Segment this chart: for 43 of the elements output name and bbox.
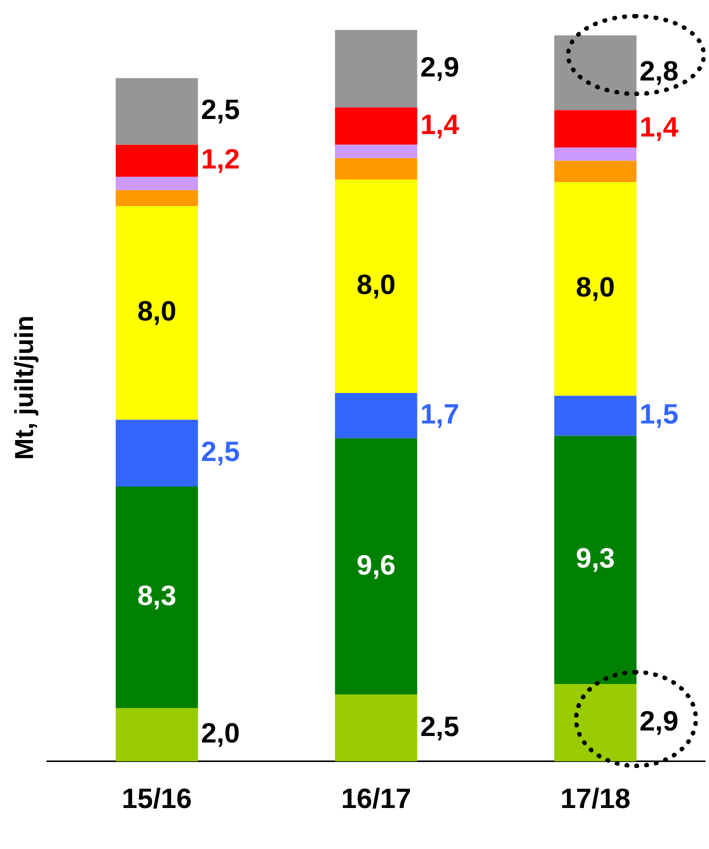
x-tick-label: 16/17	[341, 782, 412, 814]
data-label: 8,3	[137, 580, 176, 611]
data-label: 1,7	[420, 398, 460, 430]
data-label: 1,4	[420, 108, 460, 140]
bar	[334, 107, 418, 145]
data-label: 1,2	[200, 144, 240, 175]
data-label: 8,0	[137, 296, 176, 327]
bar	[116, 206, 198, 420]
data-label: 1,5	[639, 398, 678, 430]
bar	[116, 176, 198, 190]
x-tick-label: 15/16	[122, 782, 192, 814]
data-label: 2,5	[420, 710, 460, 742]
bar	[334, 144, 418, 158]
data-label: 8,0	[356, 268, 396, 300]
data-label: 1,4	[639, 112, 679, 142]
data-label: 2,5	[200, 436, 240, 467]
bar	[334, 158, 418, 180]
bar	[334, 438, 418, 695]
bar	[334, 694, 418, 762]
bar	[116, 420, 198, 486]
bar	[116, 190, 198, 206]
bar	[116, 78, 198, 145]
bar	[554, 182, 636, 396]
bar	[554, 396, 636, 436]
bar	[334, 179, 418, 394]
bar	[334, 30, 418, 108]
data-label: 9,3	[576, 542, 615, 574]
data-label: 2,8	[639, 55, 678, 86]
x-tick-label: 17/18	[560, 782, 630, 814]
bar	[554, 160, 636, 182]
data-label: 2,9	[639, 705, 678, 736]
data-label: 8,0	[576, 272, 615, 303]
data-label: 2,5	[200, 94, 240, 126]
bar	[554, 110, 636, 148]
bar	[334, 393, 418, 438]
data-label: 9,6	[356, 549, 396, 580]
bar	[116, 708, 198, 762]
bar	[554, 147, 636, 161]
bar	[116, 144, 198, 177]
data-label: 2,9	[420, 51, 460, 82]
y-axis-title: Mt, juilt/juin	[8, 315, 39, 460]
data-label: 2,0	[200, 717, 240, 748]
bar	[116, 486, 198, 708]
